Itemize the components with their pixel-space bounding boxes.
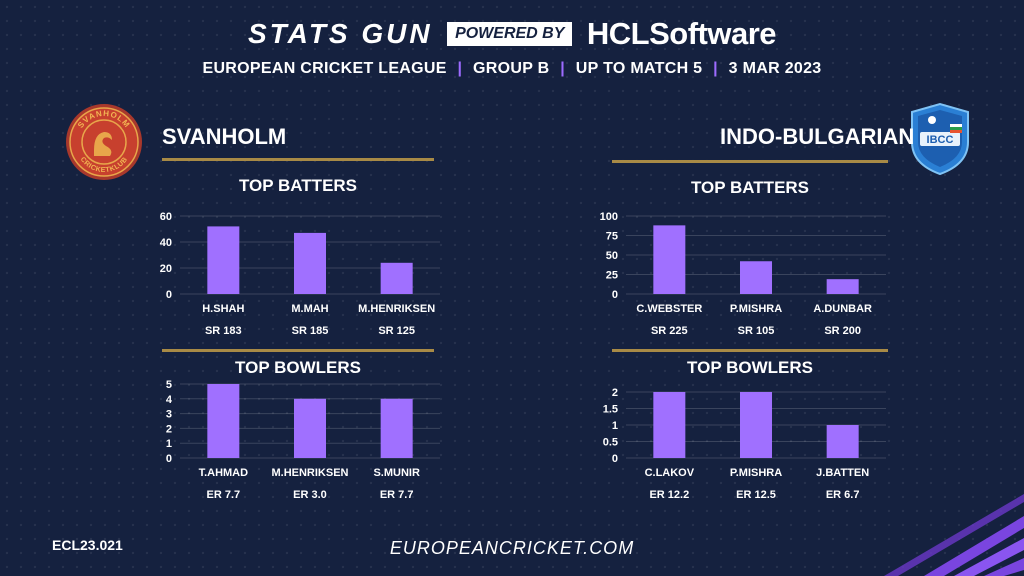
y-tick-label: 5 bbox=[166, 379, 172, 391]
bar bbox=[207, 226, 240, 294]
y-tick-label: 0 bbox=[612, 289, 618, 301]
y-tick-label: 0 bbox=[612, 453, 618, 465]
brand-title: STATS GUN bbox=[247, 18, 433, 49]
y-tick-label: 2 bbox=[166, 423, 172, 435]
bar-sublabel: SR 185 bbox=[292, 325, 329, 337]
logo-text: IBCC bbox=[927, 134, 954, 146]
bar bbox=[207, 384, 240, 458]
bar-sublabel: SR 125 bbox=[378, 325, 415, 337]
x-category-label: M.MAH bbox=[291, 303, 328, 315]
section-title-right-batters: TOP BATTERS bbox=[690, 178, 810, 197]
bar-sublabel: ER 7.7 bbox=[380, 489, 414, 501]
match-range: UP TO MATCH 5 bbox=[575, 60, 703, 77]
chart-left-batters: 0 20 40 60 H.SHAH SR 183 M.MAH SR 185 M.HENRIKSE… bbox=[160, 211, 440, 337]
bar bbox=[380, 262, 413, 294]
y-tick-label: 100 bbox=[600, 211, 618, 223]
separator: | bbox=[713, 60, 718, 77]
team-name-left: SVANHOLM bbox=[162, 124, 287, 149]
x-category-label: P.MISHRA bbox=[730, 467, 782, 479]
section-title-right-bowlers: TOP BOWLERS bbox=[687, 358, 813, 377]
divider-left-top bbox=[162, 158, 434, 161]
powered-by-badge: POWERED BY bbox=[447, 22, 573, 46]
y-tick-label: 1.5 bbox=[603, 404, 618, 416]
y-tick-label: 0 bbox=[166, 289, 172, 301]
footer-url[interactable]: EUROPEANCRICKET.COM bbox=[389, 538, 635, 558]
x-category-label: M.HENRIKSEN bbox=[271, 467, 348, 479]
bar-sublabel: ER 6.7 bbox=[826, 489, 860, 501]
y-tick-label: 3 bbox=[166, 409, 172, 421]
divider-right-mid bbox=[612, 349, 888, 352]
y-tick-label: 0 bbox=[166, 453, 172, 465]
decorative-stripes bbox=[884, 494, 1024, 576]
sponsor-prefix: HCL bbox=[586, 16, 650, 51]
group-name: GROUP B bbox=[473, 60, 550, 77]
x-category-label: J.BATTEN bbox=[816, 467, 869, 479]
bar bbox=[294, 398, 326, 458]
bar-sublabel: ER 12.2 bbox=[649, 489, 689, 501]
x-category-label: A.DUNBAR bbox=[813, 303, 872, 315]
x-category-label: S.MUNIR bbox=[373, 467, 420, 479]
section-title-left-bowlers: TOP BOWLERS bbox=[235, 358, 361, 377]
bar-sublabel: ER 3.0 bbox=[293, 489, 327, 501]
graphic-code: ECL23.021 bbox=[52, 537, 123, 553]
ibcc-logo: IBCC bbox=[911, 102, 969, 176]
y-tick-label: 20 bbox=[160, 263, 172, 275]
bar bbox=[826, 279, 859, 294]
svanholm-logo: SVANHOLM CRICKETKLUB bbox=[66, 104, 142, 180]
bar bbox=[740, 392, 772, 458]
sponsor-logo: HCLSoftware bbox=[586, 16, 777, 52]
brand-header: STATS GUN POWERED BY HCLSoftware bbox=[0, 16, 1024, 56]
chart-right-batters: 0 25 50 75 100 C.WEBSTER SR 225 P.MISHRA SR 105 A… bbox=[600, 211, 886, 337]
y-tick-label: 50 bbox=[606, 250, 618, 262]
divider-left-mid bbox=[162, 349, 434, 352]
y-tick-label: 0.5 bbox=[603, 437, 618, 449]
x-category-label: P.MISHRA bbox=[730, 303, 782, 315]
divider-right-top bbox=[612, 160, 888, 163]
team-name-right: INDO-BULGARIAN bbox=[720, 124, 915, 149]
match-subtitle: EUROPEAN CRICKET LEAGUE | GROUP B | UP T… bbox=[0, 60, 1024, 78]
league-name: EUROPEAN CRICKET LEAGUE bbox=[202, 60, 447, 77]
x-category-label: T.AHMAD bbox=[199, 467, 249, 479]
y-tick-label: 40 bbox=[160, 237, 172, 249]
y-tick-label: 1 bbox=[612, 420, 618, 432]
chart-left-bowlers: 0 1 2 3 4 5 T.AHMAD ER 7.7 M.HENRIKSEN ER 3.0 S.MU… bbox=[166, 379, 440, 501]
y-tick-label: 75 bbox=[606, 231, 618, 243]
y-tick-label: 25 bbox=[606, 270, 618, 282]
chart-right-bowlers: 0 0.5 1 1.5 2 C.LAKOV ER 12.2 P.MISHRA ER 12.5 J.… bbox=[603, 387, 886, 501]
bar-sublabel: ER 12.5 bbox=[736, 489, 776, 501]
bar bbox=[294, 232, 326, 294]
separator: | bbox=[457, 60, 463, 77]
section-title-left-batters: TOP BATTERS bbox=[238, 176, 358, 195]
bar-sublabel: SR 183 bbox=[205, 325, 242, 337]
bar bbox=[653, 392, 686, 458]
x-category-label: C.WEBSTER bbox=[636, 303, 702, 315]
bar bbox=[380, 398, 413, 458]
y-tick-label: 4 bbox=[166, 394, 173, 406]
bar-sublabel: ER 7.7 bbox=[207, 489, 241, 501]
sponsor-suffix: Software bbox=[649, 16, 776, 51]
bar-sublabel: SR 225 bbox=[651, 325, 688, 337]
x-category-label: M.HENRIKSEN bbox=[358, 303, 435, 315]
bar-sublabel: SR 105 bbox=[738, 325, 775, 337]
bar bbox=[740, 261, 772, 294]
x-category-label: H.SHAH bbox=[202, 303, 244, 315]
y-tick-label: 2 bbox=[612, 387, 618, 399]
separator: | bbox=[560, 60, 566, 77]
x-category-label: C.LAKOV bbox=[645, 467, 695, 479]
bar bbox=[653, 225, 686, 294]
y-tick-label: 60 bbox=[160, 211, 172, 223]
match-date: 3 MAR 2023 bbox=[728, 60, 822, 77]
bar-sublabel: SR 200 bbox=[824, 325, 861, 337]
bar bbox=[826, 425, 859, 458]
y-tick-label: 1 bbox=[166, 438, 172, 450]
